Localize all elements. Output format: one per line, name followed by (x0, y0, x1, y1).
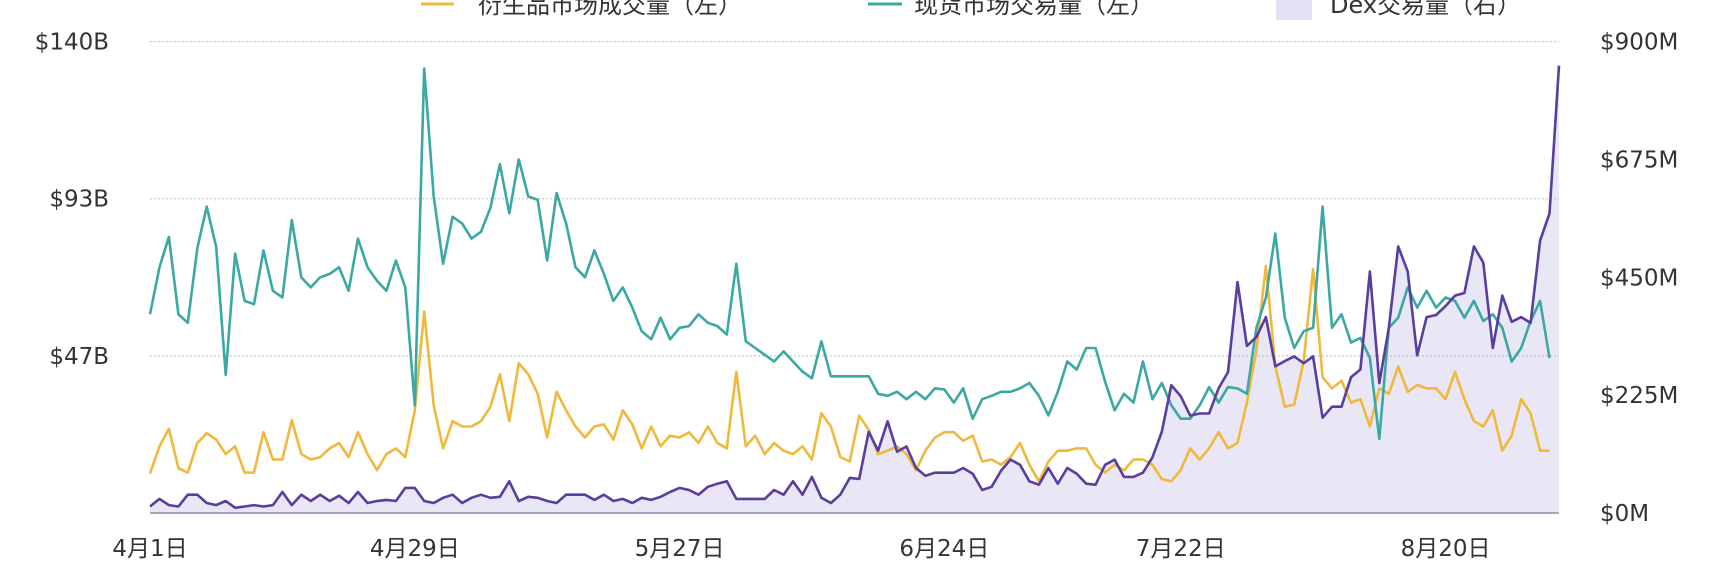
left-axis-tick-label: $47B (49, 344, 109, 370)
left-axis-tick-label: $93B (49, 187, 109, 213)
x-axis-tick-label: 4月29日 (370, 536, 460, 562)
right-axis-tick-label: $450M (1600, 265, 1678, 291)
x-axis-tick-label: 4月1日 (112, 536, 187, 562)
legend-item-derivatives[interactable]: 衍生品市场成交量（左） (421, 0, 742, 19)
legend-label-dex: Dex交易量（右） (1330, 0, 1521, 19)
x-axis-tick-label: 8月20日 (1401, 536, 1491, 562)
spot-volume-line (148, 67, 1551, 441)
dex-area-fill (150, 65, 1559, 513)
x-axis-tick-label: 6月24日 (899, 536, 989, 562)
axes: $140B $93B $47B $900M $675M $450M $225M $0M 4月1日… (35, 30, 1679, 562)
derivatives-volume-line (148, 264, 1550, 483)
right-axis-tick-label: $0M (1600, 501, 1649, 527)
legend-label-spot: 现货市场交易量（左） (914, 0, 1154, 19)
left-axis-tick-label: $140B (35, 30, 109, 56)
legend-label-derivatives: 衍生品市场成交量（左） (478, 0, 742, 19)
area-layer (150, 65, 1559, 513)
x-axis-tick-label: 5月27日 (635, 536, 725, 562)
legend-item-spot[interactable]: 现货市场交易量（左） (868, 0, 1154, 19)
gridlines (150, 41, 1559, 357)
right-axis-tick-label: $675M (1600, 147, 1678, 173)
line-layer (148, 65, 1561, 510)
right-axis-tick-label: $900M (1600, 30, 1678, 56)
legend: 衍生品市场成交量（左） 现货市场交易量（左） Dex交易量（右） (421, 0, 1521, 20)
right-axis-tick-label: $225M (1600, 383, 1678, 409)
dex-volume-line (149, 65, 1561, 510)
legend-swatch-dex (1276, 0, 1312, 20)
legend-item-dex[interactable]: Dex交易量（右） (1276, 0, 1521, 20)
x-axis-tick-label: 7月22日 (1136, 536, 1226, 562)
